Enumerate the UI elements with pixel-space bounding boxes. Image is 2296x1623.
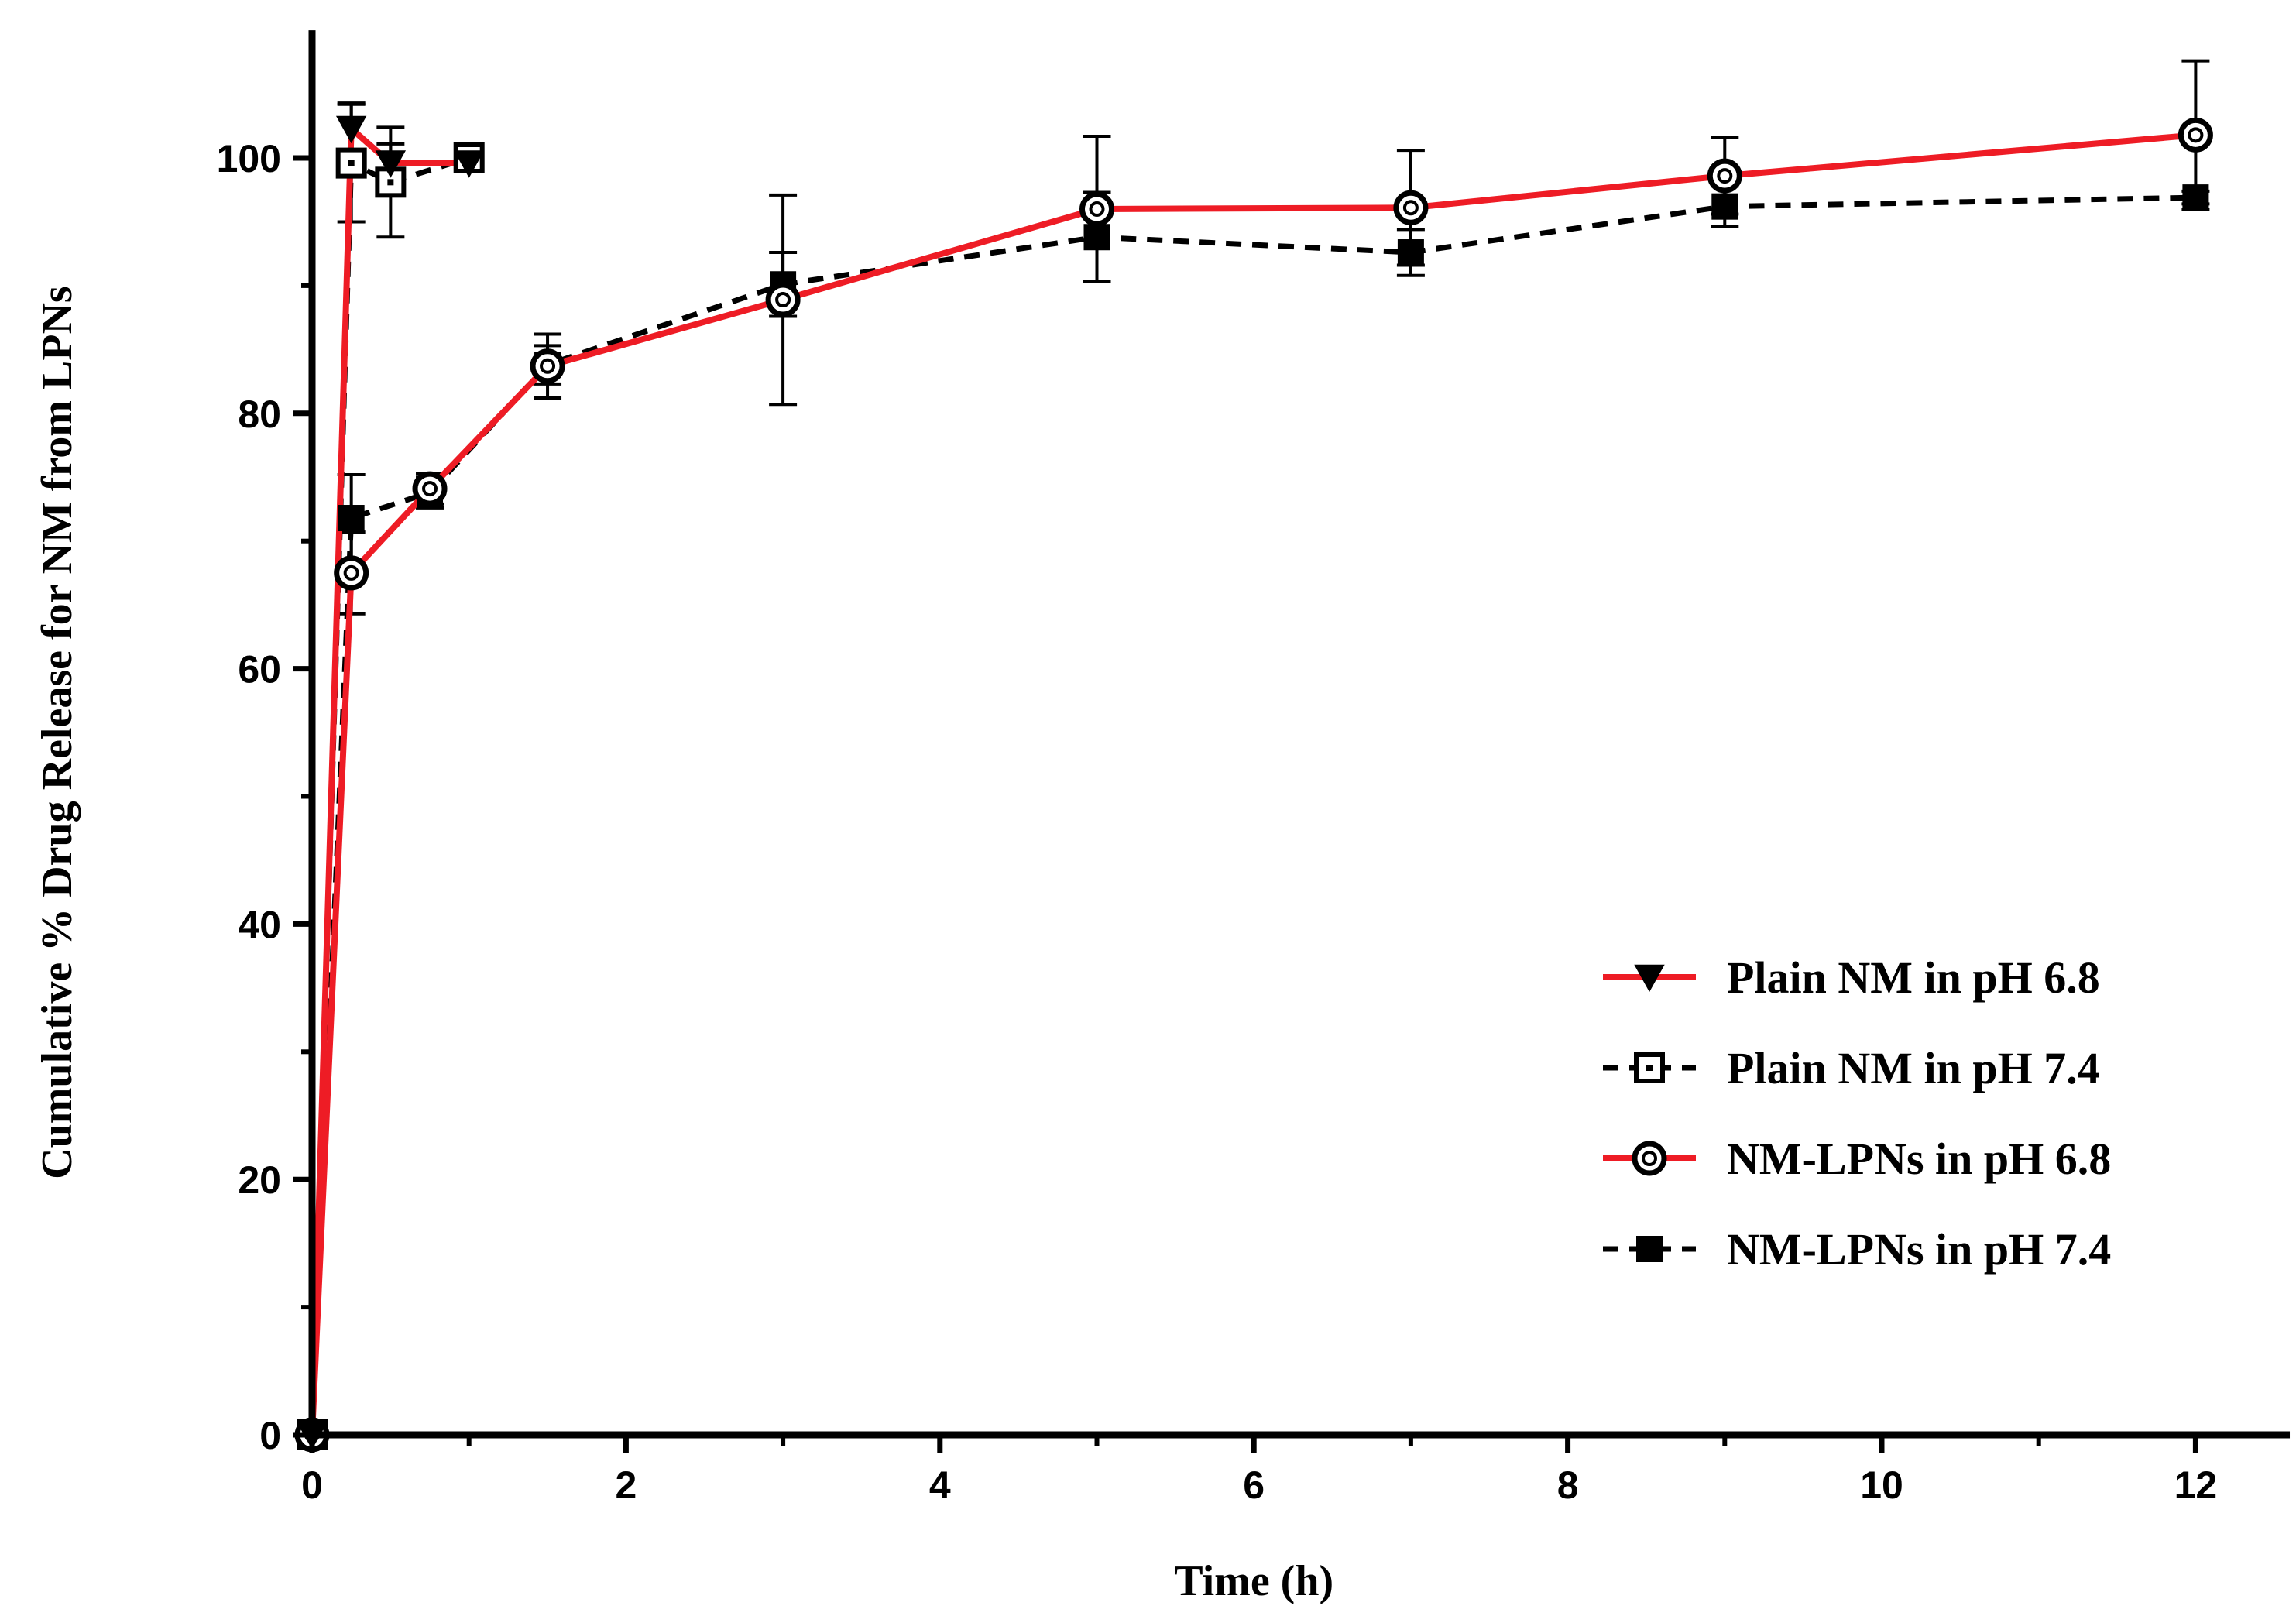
data-point — [1707, 158, 1742, 194]
data-point — [335, 115, 367, 144]
y-tick-label: 60 — [238, 648, 281, 691]
data-point — [1079, 191, 1114, 227]
data-point-inner — [1089, 201, 1105, 217]
x-tick-label: 6 — [1243, 1463, 1265, 1507]
data-point-dot — [348, 160, 355, 166]
data-point — [334, 555, 369, 591]
data-point-inner — [1402, 200, 1419, 216]
legend-marker-dot — [1646, 1065, 1653, 1071]
legend-entry-4: NM-LPNs in pH 7.4 — [1603, 1224, 2111, 1275]
series-line-1 — [309, 125, 469, 1436]
data-point-inner — [2188, 127, 2204, 143]
y-tick-label: 20 — [238, 1158, 281, 1202]
data-point — [2178, 117, 2213, 153]
data-point-inner — [775, 292, 791, 308]
x-tick-label: 10 — [1860, 1463, 1903, 1507]
legend-label: NM-LPNs in pH 7.4 — [1727, 1224, 2111, 1275]
data-point — [338, 505, 365, 532]
plot-area — [294, 59, 2213, 1453]
legend-marker — [1632, 1141, 1667, 1176]
legend: Plain NM in pH 6.8 Plain NM in pH 7.4 NM-L… — [1603, 952, 2111, 1275]
data-point — [454, 150, 485, 178]
legend-label: Plain NM in pH 7.4 — [1727, 1043, 2100, 1093]
data-point — [765, 282, 801, 317]
legend-entry-3: NM-LPNs in pH 6.8 — [1603, 1134, 2111, 1184]
series-4 — [337, 184, 2210, 564]
data-point-dot — [387, 179, 394, 186]
x-tick-label: 8 — [1557, 1463, 1579, 1507]
x-tick-label: 4 — [929, 1463, 951, 1507]
x-tick-label: 0 — [301, 1463, 323, 1507]
data-point — [1397, 239, 1424, 266]
data-point — [530, 348, 565, 384]
legend-entry-2: Plain NM in pH 7.4 — [1603, 1043, 2100, 1093]
data-point — [375, 150, 407, 178]
y-tick-label: 0 — [259, 1414, 281, 1457]
data-point — [1083, 224, 1110, 251]
legend-marker-inner — [1642, 1151, 1657, 1166]
series-3 — [337, 59, 2210, 616]
data-point-inner — [540, 358, 556, 374]
series-line-2 — [309, 155, 470, 1436]
legend-marker — [1636, 1236, 1663, 1262]
data-point-inner — [343, 564, 359, 581]
data-point-inner — [422, 481, 438, 497]
legend-marker — [1634, 1052, 1665, 1083]
legend-label: Plain NM in pH 6.8 — [1727, 952, 2100, 1003]
data-point-inner — [1717, 168, 1733, 184]
legend-marker — [1634, 964, 1665, 993]
data-point — [1393, 190, 1429, 225]
y-tick-label: 40 — [238, 903, 281, 946]
legend-label: NM-LPNs in pH 6.8 — [1727, 1134, 2111, 1184]
x-tick-label: 2 — [615, 1463, 637, 1507]
data-point — [1711, 193, 1738, 220]
y-axis-title: Cumulative % Drug Release for NM from LP… — [33, 286, 81, 1179]
y-tick-label: 100 — [217, 137, 281, 180]
y-tick-label: 80 — [238, 393, 281, 436]
axes: 0 2 4 6 8 10 12 0 20 40 60 80 100 — [217, 30, 2291, 1507]
legend-entry-1: Plain NM in pH 6.8 — [1603, 952, 2100, 1003]
data-point — [335, 147, 367, 179]
x-axis-title: Time (h) — [1174, 1557, 1333, 1605]
data-point — [2182, 184, 2209, 211]
x-tick-label: 12 — [2174, 1463, 2218, 1507]
data-point — [412, 471, 448, 506]
